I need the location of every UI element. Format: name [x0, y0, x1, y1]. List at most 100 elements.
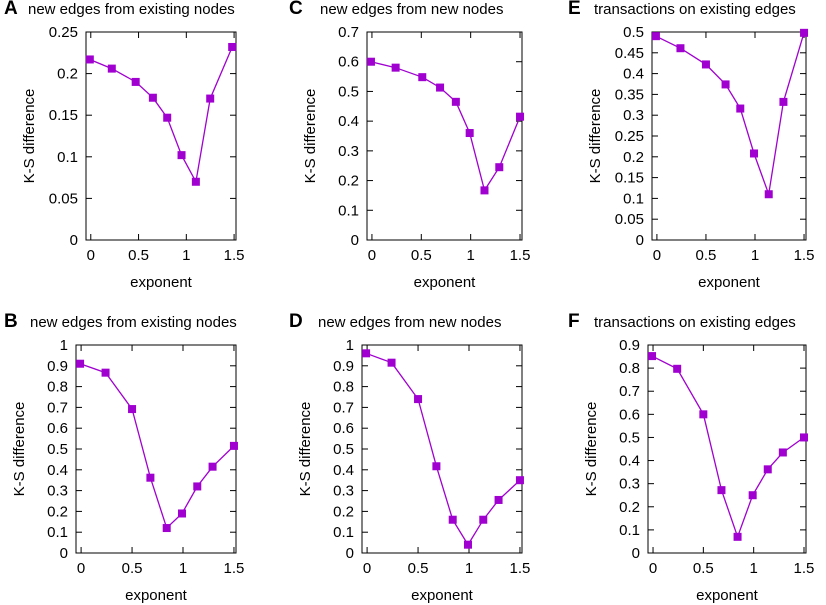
panel-letter: D [289, 311, 303, 332]
data-point [362, 349, 371, 358]
panel-title: new edges from existing nodes [30, 314, 237, 331]
data-point [800, 28, 809, 37]
y-tick-label: 0.5 [623, 24, 644, 41]
data-point [676, 44, 685, 53]
data-point [76, 359, 85, 368]
y-axis-label: K-S difference [11, 402, 28, 497]
y-tick-label: 0.6 [338, 54, 359, 71]
y-tick-label: 0.2 [338, 173, 359, 190]
y-tick-label: 0.7 [619, 383, 640, 400]
y-tick-label: 1 [346, 337, 354, 354]
panel-letter: C [289, 0, 303, 19]
y-tick-label: 0.2 [619, 499, 640, 516]
y-tick-label: 0.05 [615, 211, 644, 228]
y-tick-label: 0 [346, 545, 354, 562]
panel-letter: B [4, 311, 18, 332]
panel-title: new edges from new nodes [318, 314, 501, 331]
y-axis-label: K-S difference [21, 89, 38, 184]
y-tick-label: 0.9 [333, 358, 354, 375]
data-point [515, 476, 524, 485]
data-point [191, 177, 200, 186]
data-point [465, 129, 474, 138]
y-tick-label: 0.5 [47, 441, 68, 458]
y-tick-label: 0.8 [619, 360, 640, 377]
y-tick-label: 0.05 [49, 190, 78, 207]
data-point [763, 465, 772, 474]
x-tick-label: 0 [368, 247, 376, 264]
data-point [163, 113, 172, 122]
data-point [764, 190, 773, 199]
data-point [651, 32, 660, 41]
y-tick-label: 0.3 [47, 483, 68, 500]
data-point [208, 462, 217, 471]
data-point [193, 482, 202, 491]
x-tick-label: 0.5 [408, 560, 429, 577]
y-tick-label: 0.8 [47, 379, 68, 396]
data-point [479, 515, 488, 524]
y-tick-label: 0.25 [49, 24, 78, 41]
y-tick-label: 0.4 [623, 66, 644, 83]
y-tick-label: 0.2 [623, 149, 644, 166]
data-point [451, 97, 460, 106]
y-axis-label: K-S difference [302, 89, 319, 184]
data-point [366, 57, 375, 66]
data-point [177, 151, 186, 160]
plot-frame [75, 344, 237, 554]
y-tick-label: 0 [636, 232, 644, 249]
y-tick-label: 0 [70, 232, 78, 249]
x-tick-label: 1.5 [224, 560, 245, 577]
plot-frame [361, 344, 523, 554]
y-tick-label: 0.7 [333, 399, 354, 416]
y-tick-label: 0.6 [619, 406, 640, 423]
data-point [736, 104, 745, 113]
panel-letter: F [568, 311, 580, 332]
y-tick-label: 0.1 [47, 524, 68, 541]
x-axis-label: exponent [696, 587, 759, 604]
y-tick-label: 0.4 [338, 113, 359, 130]
y-tick-label: 0.7 [47, 399, 68, 416]
y-axis-label: K-S difference [587, 89, 604, 184]
y-tick-label: 0 [351, 232, 359, 249]
x-axis-label: exponent [698, 274, 761, 291]
series-line [655, 32, 805, 195]
y-tick-label: 0.15 [615, 170, 644, 187]
x-tick-label: 1 [751, 247, 759, 264]
y-tick-label: 0 [632, 545, 640, 562]
plot-frame [366, 31, 523, 241]
data-point [107, 64, 116, 73]
y-tick-label: 0.1 [623, 190, 644, 207]
series-line [365, 352, 521, 546]
plot-frame [651, 31, 807, 241]
y-tick-label: 0.6 [333, 420, 354, 437]
y-axis-label: K-S difference [583, 402, 600, 497]
x-axis-label: exponent [411, 587, 474, 604]
y-tick-label: 0.2 [333, 503, 354, 520]
x-tick-label: 1 [182, 247, 190, 264]
data-point [387, 358, 396, 367]
x-tick-label: 1.5 [510, 560, 531, 577]
y-axis-label: K-S difference [297, 402, 314, 497]
data-point [463, 540, 472, 549]
data-point [733, 532, 742, 541]
data-point [228, 42, 237, 51]
x-tick-label: 0 [649, 560, 657, 577]
x-tick-label: 1 [179, 560, 187, 577]
y-tick-label: 0.5 [338, 83, 359, 100]
data-point [480, 186, 489, 195]
data-point [494, 495, 503, 504]
data-point [701, 60, 710, 69]
data-point [131, 77, 140, 86]
y-tick-label: 0.2 [57, 66, 78, 83]
data-point [414, 395, 423, 404]
data-point [750, 149, 759, 158]
plot-frame [85, 31, 237, 241]
panel-title: new edges from existing nodes [28, 1, 235, 18]
y-tick-label: 0.3 [619, 476, 640, 493]
